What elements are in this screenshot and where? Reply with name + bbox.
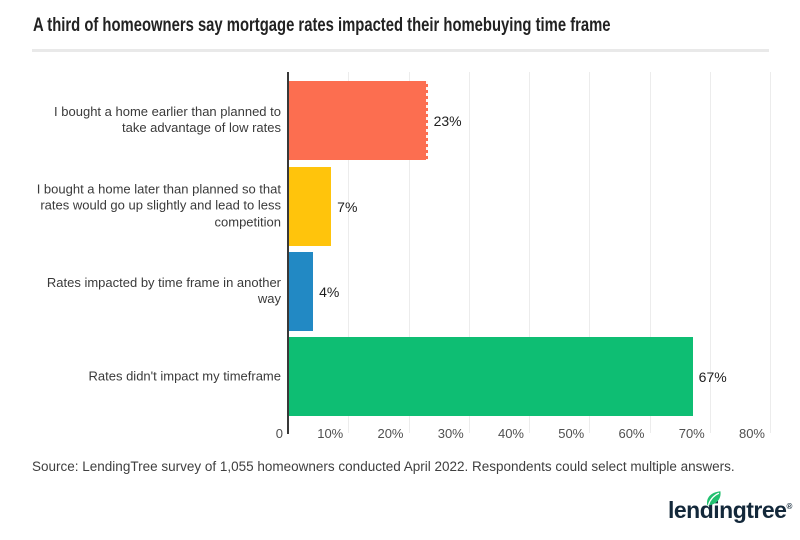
registered-mark: ® <box>786 502 792 511</box>
lendingtree-logo: lendingtree® <box>668 491 792 524</box>
x-tick-label: 0 <box>275 426 283 441</box>
x-tick-label: 30% <box>437 426 464 441</box>
chart-title: A third of homeowners say mortgage rates… <box>33 15 611 36</box>
source-note: Source: LendingTree survey of 1,055 home… <box>32 459 735 474</box>
leaf-icon <box>704 487 724 514</box>
category-label: I bought a home later than planned so th… <box>36 181 281 230</box>
bar-value-label: 67% <box>698 368 727 385</box>
y-axis-line <box>287 72 289 434</box>
logo-wordmark: lendingtree <box>668 497 787 523</box>
bar-dotted-edge <box>425 81 428 160</box>
gridline <box>770 72 771 433</box>
bar-chart: 0 10% 20% 30% 40% 50% 60% 70% 80% 23% I bought a h… <box>0 72 800 444</box>
x-tick-label: 60% <box>618 426 645 441</box>
bar-value-label: 23% <box>433 112 462 129</box>
x-tick-label: 70% <box>678 426 705 441</box>
gridline <box>589 72 591 433</box>
bar-segment <box>289 252 314 331</box>
gridline <box>709 72 711 433</box>
x-tick-label: 40% <box>497 426 524 441</box>
x-tick-label: 10% <box>317 426 344 441</box>
bar-segment <box>289 167 332 246</box>
category-label: Rates didn't impact my timeframe <box>88 368 282 384</box>
gridline <box>529 72 530 433</box>
gridline <box>468 72 470 433</box>
bar-value-label: 4% <box>319 283 340 300</box>
category-label: I bought a home earlier than planned to … <box>54 103 281 136</box>
bar-value-label: 7% <box>337 198 358 215</box>
x-tick-label: 50% <box>558 426 585 441</box>
gridline <box>348 72 350 433</box>
gridline <box>649 72 651 433</box>
x-tick-label: 20% <box>377 426 404 441</box>
title-divider <box>32 49 769 52</box>
gridline <box>408 72 410 433</box>
bar-segment <box>289 81 428 160</box>
category-label: Rates impacted by time frame in another … <box>46 274 281 307</box>
bar-segment <box>289 337 693 416</box>
x-tick-label: 80% <box>738 426 765 441</box>
